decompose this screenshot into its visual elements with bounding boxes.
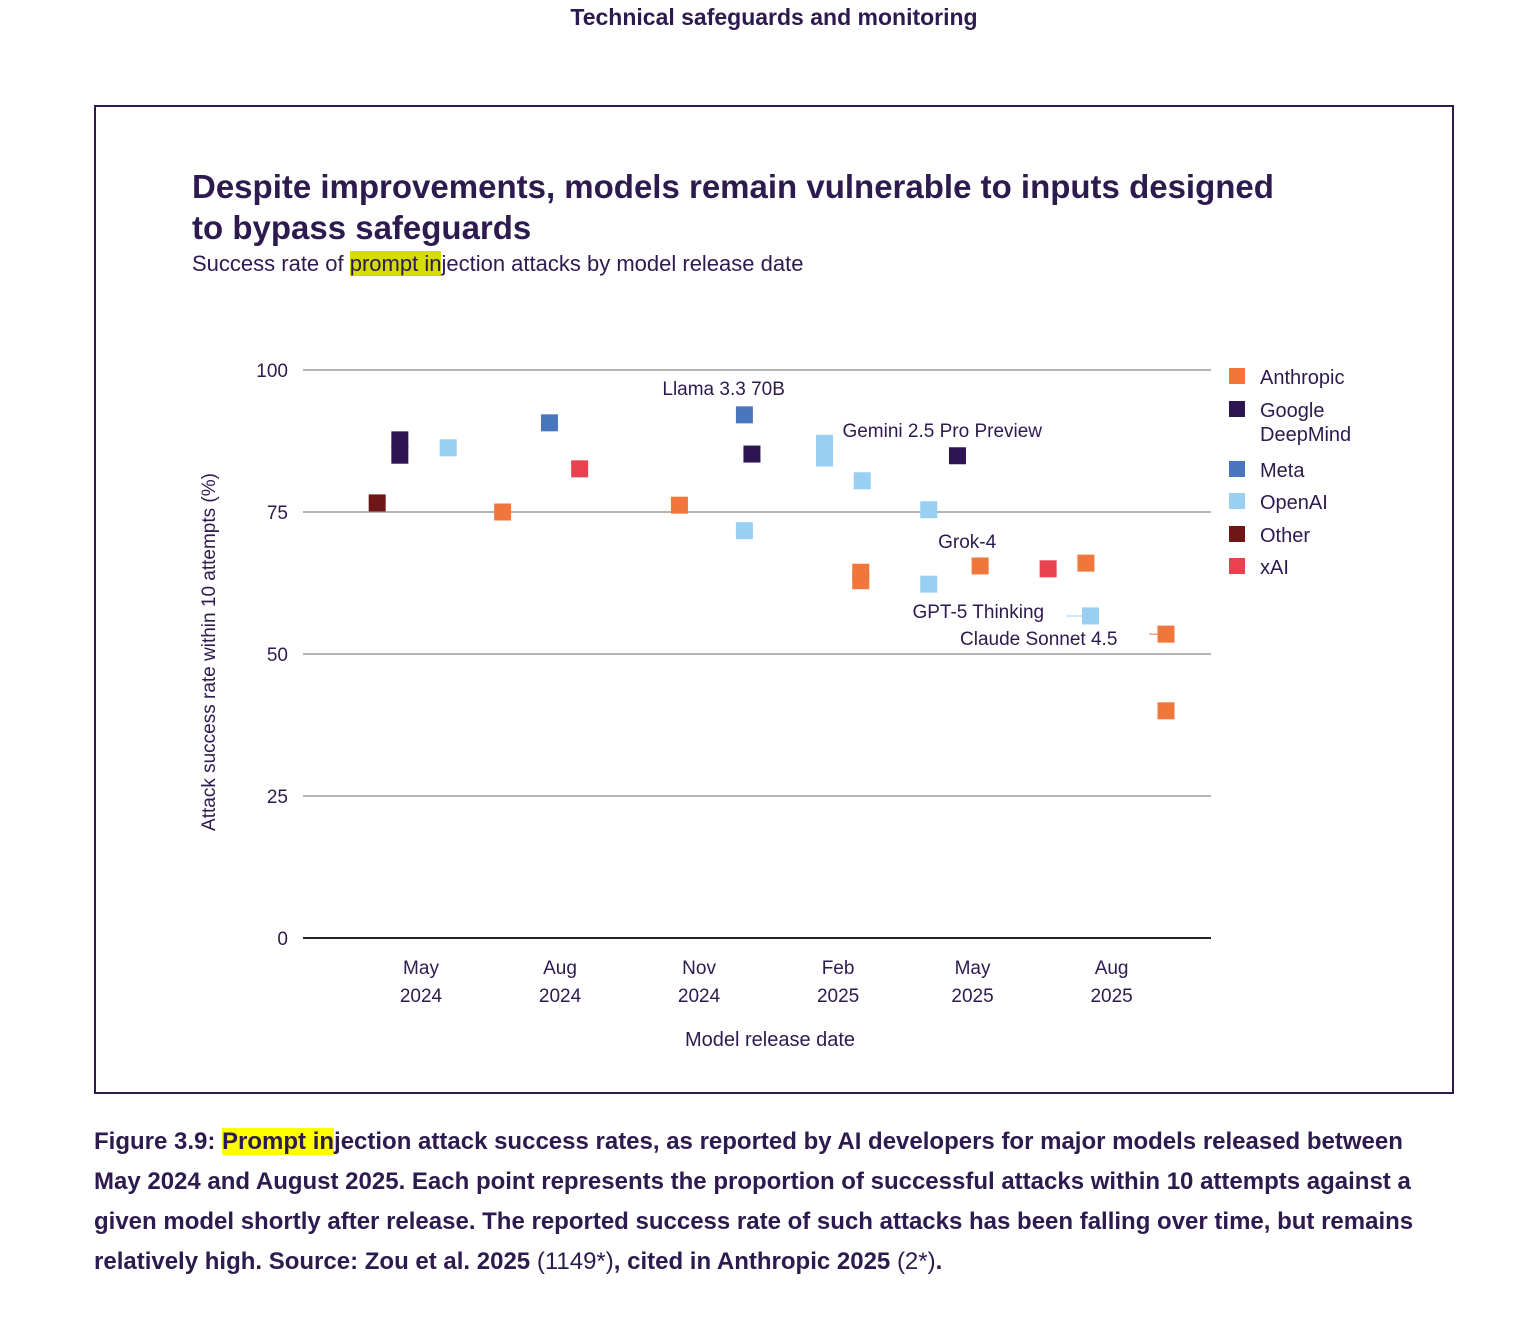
annotation-label: Gemini 2.5 Pro Preview (842, 421, 1042, 442)
y-tick-label: 100 (256, 361, 288, 382)
data-point-google-deepmind (948, 447, 966, 465)
legend-swatch (1229, 368, 1245, 384)
data-point-openai (920, 575, 938, 593)
data-point-google-deepmind (391, 446, 409, 464)
data-point-xai (571, 460, 589, 478)
chart-subtitle: Success rate of prompt injection attacks… (192, 251, 803, 277)
subtitle-after: jection attacks by model release date (441, 251, 804, 276)
y-axis-label: Attack success rate within 10 attempts (… (199, 473, 220, 831)
legend-swatch (1229, 493, 1245, 509)
data-point-openai (853, 472, 871, 490)
x-axis-label: Model release date (685, 1029, 855, 1051)
data-point-google-deepmind (391, 431, 409, 449)
caption-label: Figure 3.9: (94, 1128, 223, 1155)
annotation-label: Grok-4 (938, 532, 997, 553)
figure-frame (94, 105, 1454, 1094)
data-point-openai (735, 522, 753, 540)
citation-link[interactable]: (2*) (896, 1248, 936, 1275)
data-point-anthropic (1077, 554, 1095, 572)
scatter-chart: 0 25 50 75 100 May 2024 Aug 2024 Nov 2024 Feb 2025 Ma… (199, 361, 1351, 1051)
data-point-anthropic (1157, 625, 1175, 643)
annotation-label: Llama 3.3 70B (662, 379, 785, 400)
legend-label: Anthropic (1260, 367, 1345, 389)
data-point-anthropic (670, 496, 688, 514)
x-tick-label-month: Feb (822, 958, 855, 979)
caption-mid: , cited in Anthropic 2025 (613, 1248, 897, 1275)
data-point-google-deepmind (743, 445, 761, 463)
x-tick-label-year: 2024 (678, 986, 721, 1007)
legend-label: xAI (1260, 557, 1289, 579)
legend-swatch (1229, 526, 1245, 542)
data-point-anthropic (971, 557, 989, 575)
data-point-anthropic (494, 503, 512, 521)
legend-swatch (1229, 558, 1245, 574)
data-point-openai (815, 449, 833, 467)
x-tick-label-year: 2024 (400, 986, 443, 1007)
x-tick-label-month: Aug (543, 958, 577, 979)
data-point-openai (920, 501, 938, 519)
data-point-anthropic (1157, 702, 1175, 720)
data-point-xai (1039, 560, 1057, 578)
y-tick-label: 0 (277, 929, 288, 950)
caption-highlight: Prompt in (222, 1128, 335, 1155)
legend-label: DeepMind (1260, 424, 1351, 446)
annotation-label: Claude Sonnet 4.5 (960, 629, 1117, 650)
y-tick-label: 25 (267, 787, 288, 808)
caption-end: . (935, 1248, 943, 1275)
y-tick-label: 75 (267, 503, 288, 524)
legend-swatch (1229, 401, 1245, 417)
x-tick-label-year: 2025 (951, 986, 993, 1007)
data-point-other (368, 494, 386, 512)
chart-title: Despite improvements, models remain vuln… (192, 168, 1274, 246)
citation-link[interactable]: (1149*) (536, 1248, 614, 1275)
legend-swatch (1229, 461, 1245, 477)
data-point-openai (815, 434, 833, 452)
section-header: Technical safeguards and monitoring (570, 4, 978, 30)
subtitle-before: Success rate of (192, 251, 350, 276)
y-tick-label: 50 (267, 645, 288, 666)
x-tick-label-month: Aug (1095, 958, 1129, 979)
x-tick-label-month: May (955, 958, 991, 979)
caption-text: jection attack success rates, as reporte… (94, 1128, 1414, 1275)
x-tick-label-year: 2025 (1090, 986, 1132, 1007)
figure-caption: Figure 3.9: Prompt injection attack succ… (94, 1122, 1434, 1282)
x-tick-label-year: 2024 (539, 986, 582, 1007)
legend-label: Meta (1260, 460, 1305, 482)
x-tick-label-year: 2025 (817, 986, 859, 1007)
legend-label: Google (1260, 400, 1325, 422)
x-tick-label-month: May (403, 958, 439, 979)
data-point-meta (735, 406, 753, 424)
x-tick-label-month: Nov (682, 958, 716, 979)
data-point-openai (439, 439, 457, 457)
annotation-label: GPT-5 Thinking (912, 602, 1044, 623)
data-point-meta (540, 414, 558, 432)
legend-label: OpenAI (1260, 492, 1328, 514)
data-point-openai (1081, 607, 1099, 625)
subtitle-highlight: prompt in (349, 251, 442, 276)
data-point-anthropic (852, 572, 870, 590)
legend-label: Other (1260, 525, 1310, 547)
